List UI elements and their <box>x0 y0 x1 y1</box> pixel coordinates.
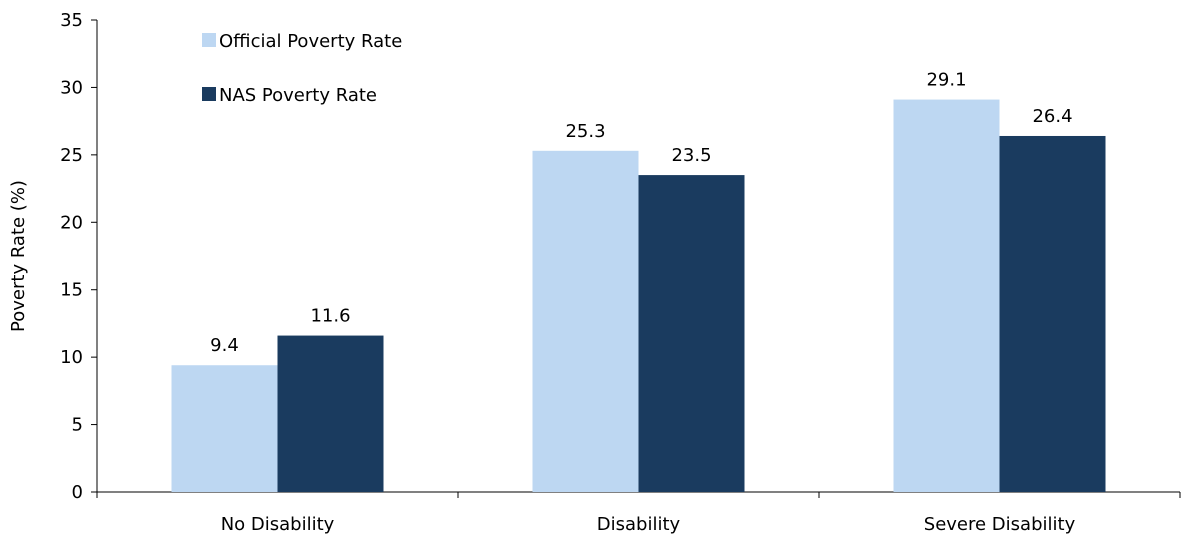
bar <box>171 365 278 492</box>
x-tick-label: Disability <box>597 514 681 535</box>
legend-label: Official Poverty Rate <box>219 31 402 52</box>
y-tick-label: 10 <box>60 347 83 368</box>
y-tick-label: 30 <box>60 77 83 98</box>
x-tick-label: Severe Disability <box>924 514 1076 535</box>
bar <box>999 135 1106 492</box>
y-tick-label: 20 <box>60 212 83 233</box>
legend-swatch <box>202 87 216 101</box>
y-tick-label: 5 <box>72 415 83 436</box>
data-label: 26.4 <box>1032 106 1072 127</box>
data-label: 9.4 <box>210 335 239 356</box>
bar <box>277 335 384 492</box>
bars <box>171 99 1106 493</box>
data-label: 11.6 <box>310 306 350 327</box>
y-tick-label: 15 <box>60 280 83 301</box>
data-label: 23.5 <box>671 145 711 166</box>
bar <box>532 150 639 492</box>
y-tick-label: 35 <box>60 10 83 31</box>
y-ticks: 0 5 10 15 20 25 30 35 <box>60 10 1181 503</box>
bar <box>893 99 1000 493</box>
y-tick-label: 25 <box>60 145 83 166</box>
x-tick-label: No Disability <box>221 514 335 535</box>
x-tick-labels: No Disability Disability Severe Disability <box>221 514 1076 535</box>
legend: Official Poverty Rate NAS Poverty Rate <box>202 31 402 106</box>
bar <box>638 175 745 493</box>
data-label: 29.1 <box>926 70 966 91</box>
data-label: 25.3 <box>565 121 605 142</box>
y-tick-label: 0 <box>72 482 83 503</box>
data-labels: 9.4 11.6 25.3 23.5 29.1 26.4 <box>210 70 1072 357</box>
legend-swatch <box>202 33 216 47</box>
y-axis-title: Poverty Rate (%) <box>8 180 29 332</box>
legend-label: NAS Poverty Rate <box>219 85 377 106</box>
